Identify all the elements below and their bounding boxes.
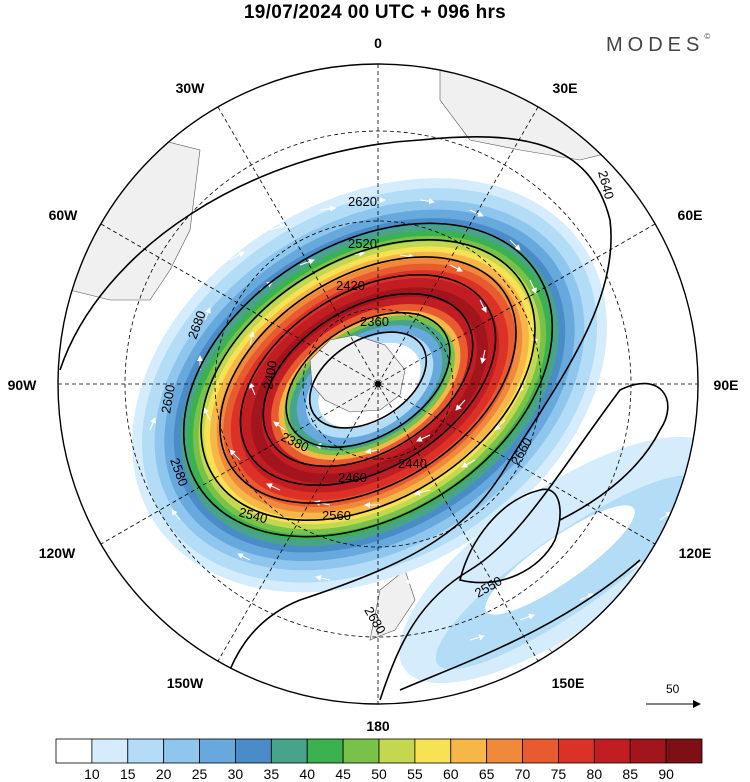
colorbar-tick-label: 10 (84, 766, 100, 782)
reference-vector-label: 50 (666, 682, 680, 696)
colorbar-tick-label: 15 (120, 766, 136, 782)
colorbar-tick-label: 60 (443, 766, 459, 782)
colorbar-swatch (270, 738, 308, 764)
colorbar-swatch (558, 738, 595, 764)
colorbar-swatch (414, 738, 452, 764)
contour-label: 2420 (336, 278, 365, 293)
colorbar-tick-label: 70 (515, 766, 531, 782)
height-contours (59, 136, 669, 701)
colorbar-swatch (55, 738, 93, 764)
lon-label-120w: 120W (39, 545, 76, 561)
contour-label: 2360 (360, 314, 389, 329)
contour-label: 2600 (158, 383, 178, 414)
colorbar-swatch (91, 738, 129, 764)
colorbar-swatch (665, 738, 703, 764)
lon-label-90e: 90E (714, 377, 739, 393)
colorbar-swatch (306, 738, 344, 764)
lon-label-60w: 60W (49, 207, 79, 223)
lon-label-120e: 120E (679, 545, 712, 561)
antarctica-land (309, 334, 406, 413)
colorbar-tick-label: 45 (335, 766, 351, 782)
lon-label-30e: 30E (553, 80, 578, 96)
colorbar-tick-label: 30 (228, 766, 244, 782)
graticule (58, 64, 698, 704)
map-boundary (57, 63, 699, 705)
colorbar-tick-label: 85 (622, 766, 638, 782)
secondary-jet-shading (399, 436, 698, 684)
colorbar-tick-label: 35 (264, 766, 280, 782)
colorbar-swatch (235, 738, 272, 764)
contour-label: 2640 (595, 169, 617, 201)
colorbar-tick-label: 55 (407, 766, 423, 782)
contour-label: 2520 (348, 236, 377, 251)
africa-land (439, 64, 621, 161)
colorbar-tick-label: 75 (551, 766, 567, 782)
contour-label: 2620 (348, 194, 377, 209)
colorbar-swatch (378, 738, 416, 764)
lon-label-0: 0 (374, 35, 382, 51)
colorbar-swatch (199, 738, 236, 764)
colorbar-tick-label: 65 (479, 766, 495, 782)
colorbar-swatch (629, 738, 667, 764)
lon-label-60e: 60E (678, 207, 703, 223)
contour-label: 2460 (338, 470, 367, 485)
colorbar-tick-label: 50 (371, 766, 387, 782)
contour-label: 2400 (260, 359, 280, 390)
lon-label-180: 180 (366, 718, 390, 734)
contour-label: 2440 (398, 456, 427, 471)
colorbar-swatch (163, 738, 200, 764)
map-disk (58, 64, 698, 701)
contour-label: 2560 (322, 508, 351, 523)
colorbar: 10 15 20 25 30 35 40 45 50 55 60 65 70 75 80 85 90 (55, 738, 703, 782)
colorbar-swatch (127, 738, 165, 764)
brand-text: MODES (606, 34, 705, 56)
copyright-mark: © (704, 32, 711, 41)
modes-brand-logo: MODES© (606, 32, 711, 57)
lon-label-30w: 30W (176, 80, 206, 96)
lon-label-150w: 150W (167, 675, 204, 691)
colorbar-tick-label: 80 (587, 766, 603, 782)
colorbar-swatch (486, 738, 523, 764)
map-title: 19/07/2024 00 UTC + 096 hrs (243, 2, 507, 23)
colorbar-tick-label: 25 (192, 766, 208, 782)
colorbar-swatch (593, 738, 631, 764)
colorbar-swatch (342, 738, 380, 764)
colorbar-tick-label: 90 (658, 766, 674, 782)
longitude-labels: 0 30E 60E 90E 120E 150E 180 150W 120W 90… (8, 35, 739, 734)
contour-label: 2540 (237, 504, 269, 526)
lon-label-90w: 90W (8, 377, 38, 393)
colorbar-tick-label: 20 (156, 766, 172, 782)
colorbar-swatch (522, 738, 559, 764)
colorbar-tick-label: 40 (299, 766, 315, 782)
south-pole-marker (375, 381, 381, 387)
lon-label-150e: 150E (552, 675, 585, 691)
colorbar-swatch (450, 738, 488, 764)
